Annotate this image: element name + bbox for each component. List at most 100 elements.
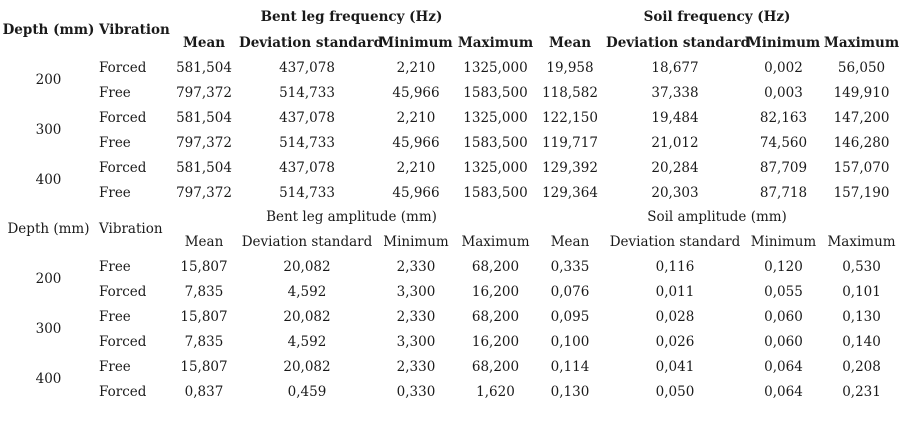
value-cell: 0,003 — [764, 84, 803, 101]
value-cell: 437,078 — [279, 59, 335, 76]
column-header: Maximum — [457, 34, 534, 51]
value-cell: 797,372 — [176, 84, 232, 101]
column-header: Maximum — [827, 233, 896, 250]
value-cell: 19,484 — [651, 109, 699, 126]
group-title-bent-leg-frequency: Bent leg frequency (Hz) — [260, 9, 443, 25]
value-cell: 1325,000 — [463, 109, 528, 126]
value-cell: 514,733 — [279, 134, 335, 151]
table-row: Free 797,372 514,733 45,966 1583,500 129… — [0, 180, 900, 205]
value-cell: 1583,500 — [463, 134, 528, 151]
value-cell: 15,807 — [180, 358, 228, 375]
vibration-cell: Forced — [99, 109, 147, 126]
table-row: 200 Free 15,807 20,082 2,330 68,200 0,33… — [0, 254, 900, 288]
table-row: Forced 7,835 4,592 3,300 16,200 0,076 0,… — [0, 279, 900, 304]
value-cell: 122,150 — [542, 109, 598, 126]
value-cell: 0,060 — [764, 308, 803, 325]
value-cell: 0,459 — [287, 383, 327, 400]
value-cell: 147,200 — [833, 109, 890, 126]
value-cell: 0,101 — [842, 283, 881, 300]
vibration-cell: Forced — [99, 333, 147, 350]
value-cell: 16,200 — [471, 333, 520, 350]
depth-cell: 300 — [35, 321, 62, 337]
vibration-cell: Forced — [99, 283, 147, 300]
column-header: Mean — [184, 233, 224, 250]
value-cell: 0,060 — [764, 333, 803, 350]
depth-cell: 300 — [35, 122, 62, 138]
column-header: Maximum — [823, 34, 900, 51]
column-header: Deviation standard — [239, 34, 384, 51]
vibration-cell: Free — [99, 358, 131, 375]
value-cell: 797,372 — [176, 184, 232, 201]
column-header: Minimum — [379, 34, 453, 51]
value-cell: 15,807 — [180, 258, 228, 275]
table-row: Free 797,372 514,733 45,966 1583,500 118… — [0, 80, 900, 105]
value-cell: 0,116 — [655, 258, 695, 275]
vibration-cell: Free — [99, 134, 131, 151]
value-cell: 87,709 — [759, 159, 808, 176]
value-cell: 2,330 — [396, 358, 436, 375]
vibration-cell: Forced — [99, 383, 147, 400]
amplitude-table: Depth (mm) Vibration Bent leg amplitude … — [0, 204, 900, 404]
frequency-table: Depth (mm) Vibration Bent leg frequency … — [0, 4, 900, 205]
value-cell: 1583,500 — [463, 184, 528, 201]
value-cell: 68,200 — [471, 358, 520, 375]
value-cell: 0,140 — [842, 333, 881, 350]
vibration-cell: Free — [99, 84, 131, 101]
column-header: Mean — [550, 233, 590, 250]
depth-cell: 400 — [35, 371, 62, 387]
value-cell: 0,120 — [764, 258, 803, 275]
value-cell: 0,095 — [550, 308, 590, 325]
value-cell: 0,231 — [842, 383, 881, 400]
column-header: Maximum — [461, 233, 530, 250]
value-cell: 0,335 — [550, 258, 590, 275]
column-header: Minimum — [383, 233, 449, 250]
column-header: Deviation standard — [609, 233, 741, 250]
value-cell: 45,966 — [392, 134, 440, 151]
value-cell: 0,837 — [184, 383, 224, 400]
value-cell: 0,330 — [396, 383, 436, 400]
value-cell: 2,210 — [396, 159, 436, 176]
value-cell: 20,082 — [283, 308, 331, 325]
vibration-cell: Free — [99, 184, 131, 201]
value-cell: 0,114 — [550, 358, 590, 375]
value-cell: 4,592 — [287, 333, 327, 350]
value-cell: 1583,500 — [463, 84, 528, 101]
table-row: Forced 0,837 0,459 0,330 1,620 0,130 0,0… — [0, 379, 900, 404]
table-row: 400 Free 15,807 20,082 2,330 68,200 0,11… — [0, 354, 900, 388]
value-cell: 157,190 — [833, 184, 890, 201]
value-cell: 21,012 — [651, 134, 699, 151]
value-cell: 74,560 — [759, 134, 808, 151]
value-cell: 0,002 — [764, 59, 803, 76]
column-header: Mean — [548, 34, 592, 51]
value-cell: 68,200 — [471, 308, 520, 325]
value-cell: 3,300 — [396, 333, 436, 350]
value-cell: 37,338 — [651, 84, 699, 101]
value-cell: 129,392 — [542, 159, 598, 176]
vibration-cell: Forced — [99, 59, 147, 76]
value-cell: 82,163 — [759, 109, 808, 126]
value-cell: 797,372 — [176, 134, 232, 151]
value-cell: 20,082 — [283, 358, 331, 375]
value-cell: 68,200 — [471, 258, 520, 275]
value-cell: 0,041 — [655, 358, 695, 375]
value-cell: 437,078 — [279, 159, 335, 176]
value-cell: 157,070 — [833, 159, 890, 176]
table-row: 300 Free 15,807 20,082 2,330 68,200 0,09… — [0, 304, 900, 338]
value-cell: 1325,000 — [463, 159, 528, 176]
value-cell: 118,582 — [542, 84, 598, 101]
column-header: Mean — [182, 34, 226, 51]
value-cell: 0,026 — [655, 333, 695, 350]
value-cell: 0,028 — [655, 308, 695, 325]
value-cell: 2,210 — [396, 109, 436, 126]
value-cell: 18,677 — [651, 59, 699, 76]
value-cell: 3,300 — [396, 283, 436, 300]
value-cell: 0,011 — [655, 283, 695, 300]
value-cell: 16,200 — [471, 283, 520, 300]
value-cell: 15,807 — [180, 308, 228, 325]
value-cell: 7,835 — [184, 333, 224, 350]
value-cell: 4,592 — [287, 283, 327, 300]
value-cell: 119,717 — [542, 134, 598, 151]
value-cell: 0,076 — [550, 283, 590, 300]
depth-header: Depth (mm) — [2, 21, 95, 38]
value-cell: 20,303 — [651, 184, 699, 201]
